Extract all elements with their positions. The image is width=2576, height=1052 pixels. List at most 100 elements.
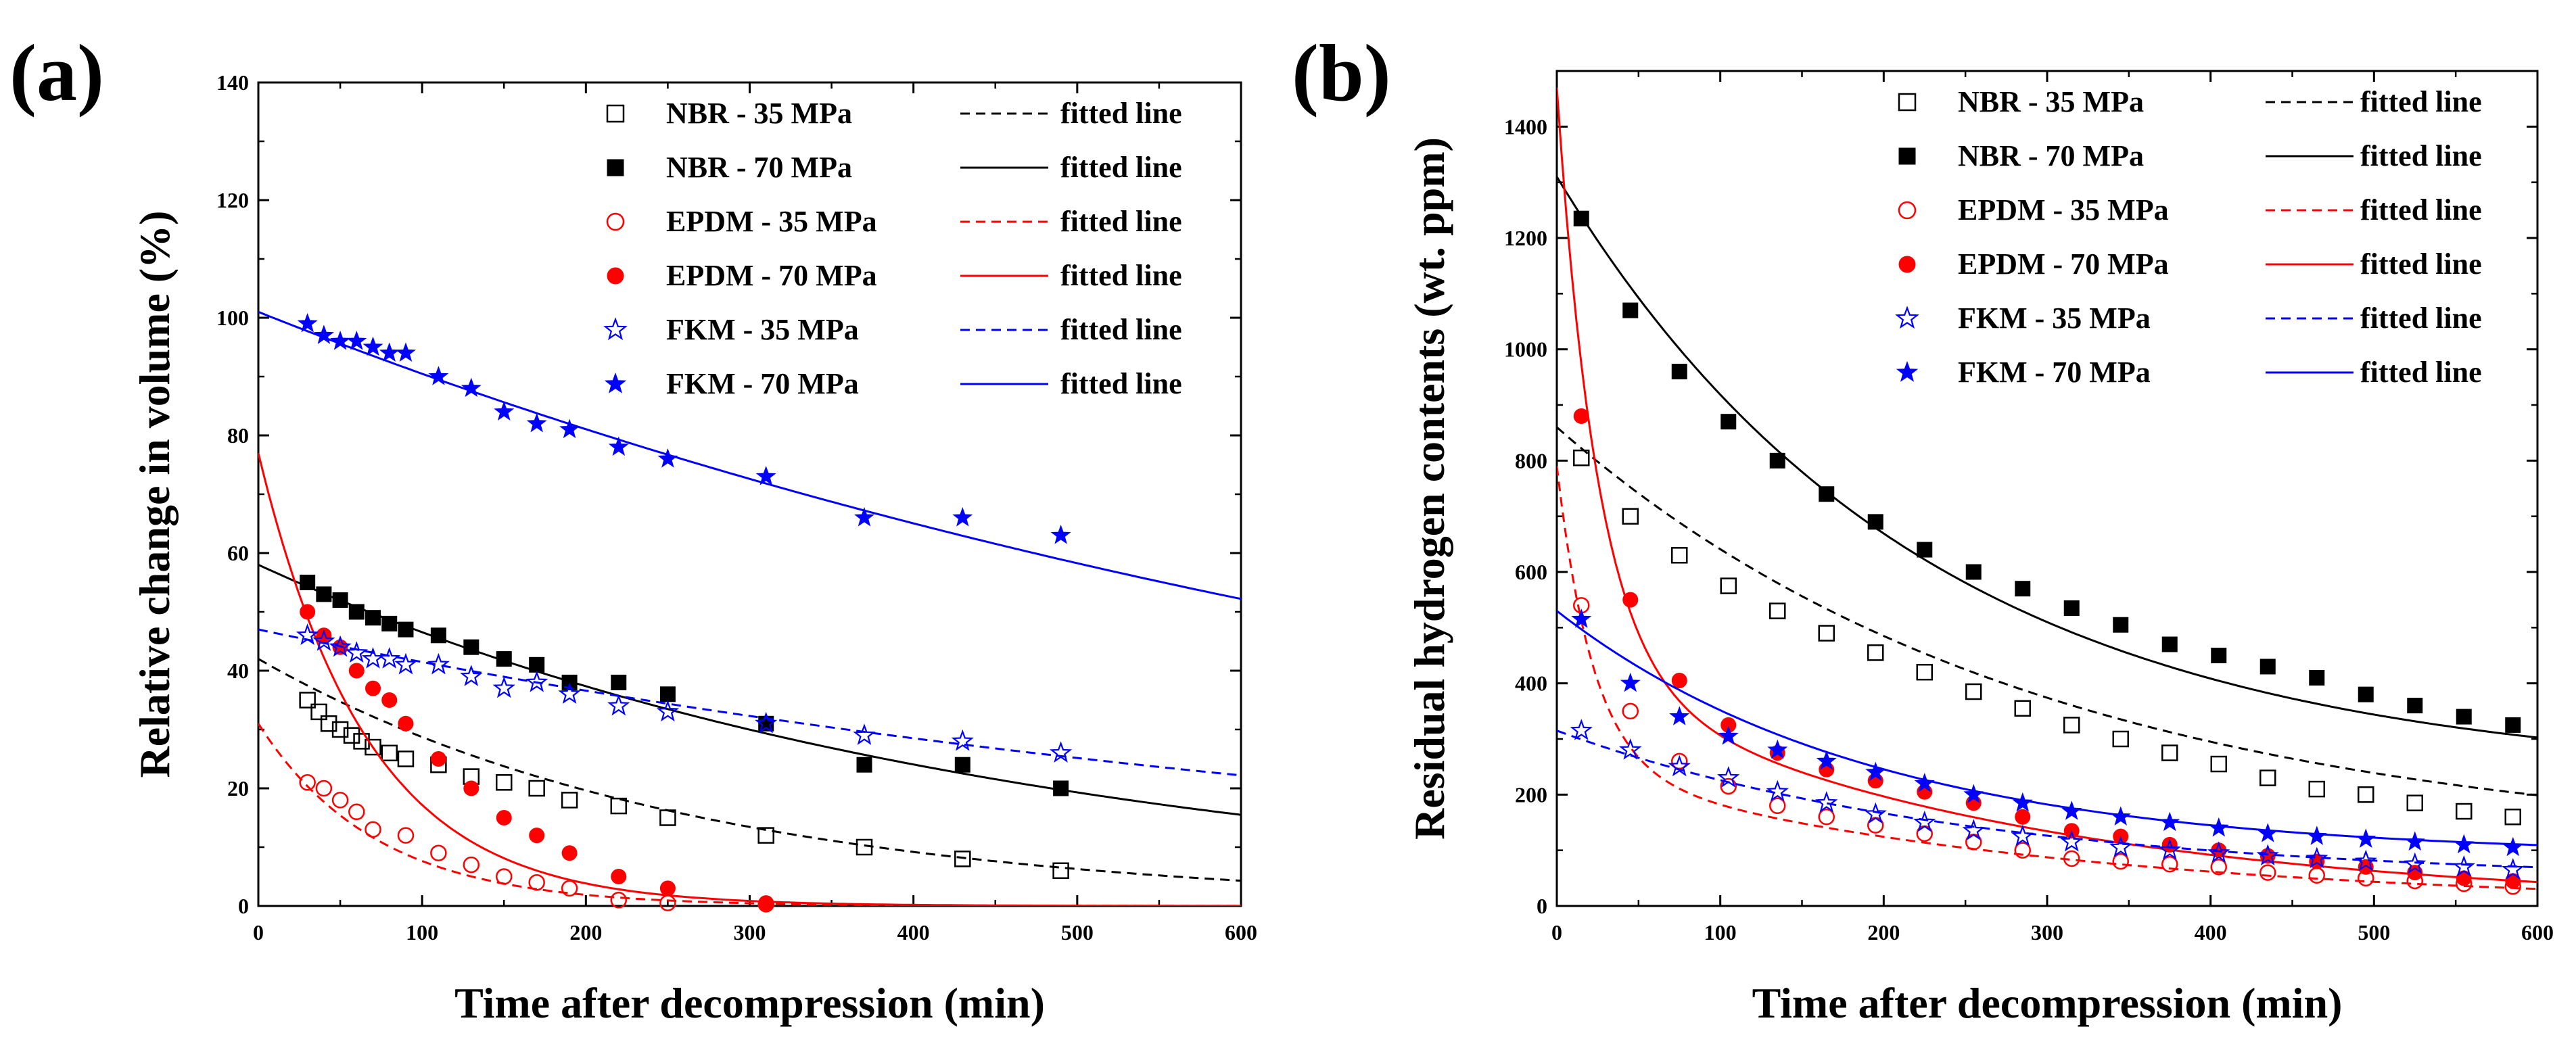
data-point [2257, 823, 2278, 842]
y-tick-label: 40 [227, 659, 249, 683]
x-tick-label: 500 [2358, 920, 2390, 945]
data-point [1769, 452, 1785, 469]
y-tick-label: 600 [1515, 560, 1547, 584]
fitted-line [258, 658, 1241, 882]
legend-label: FKM - 70 MPa [666, 367, 859, 400]
x-tick-label: 200 [569, 920, 602, 945]
data-point [428, 366, 449, 385]
data-point [2113, 617, 2129, 633]
data-point [394, 652, 417, 675]
panel-a-label: (a) [9, 28, 104, 118]
data-point [611, 869, 627, 884]
data-point [2305, 846, 2328, 869]
y-tick-label: 800 [1515, 448, 1547, 473]
data-point [2308, 867, 2325, 884]
panel-a-series-fkm-70-mpa [258, 310, 1241, 600]
data-point [525, 670, 548, 692]
data-point [398, 621, 414, 638]
data-point [2407, 698, 2423, 714]
data-point [1671, 547, 1688, 564]
data-point [2014, 842, 2031, 859]
data-point [331, 792, 349, 809]
fitted-line [1557, 176, 2537, 739]
y-tick-label: 100 [216, 306, 249, 330]
panel-b-series-nbr-70-mpa [1557, 176, 2537, 739]
data-point [659, 686, 676, 702]
data-point [331, 721, 349, 738]
data-point [2211, 648, 2227, 663]
legend-fit-label: fitted line [1060, 151, 1182, 184]
data-point [397, 827, 415, 844]
data-point [2505, 717, 2521, 733]
legend-fit-label: fitted line [2360, 356, 2482, 389]
legend-label: NBR - 35 MPa [666, 97, 852, 130]
data-point [1720, 577, 1737, 594]
data-point [558, 682, 581, 704]
data-point [379, 342, 400, 362]
data-point [2109, 836, 2132, 857]
data-point [1720, 414, 1737, 430]
data-point [2110, 806, 2131, 826]
data-point [528, 780, 545, 797]
legend-fit-label: fitted line [1060, 205, 1182, 238]
legend-fit-label: fitted line [1060, 259, 1182, 292]
data-point [2358, 686, 2374, 702]
legend-marker [606, 104, 625, 123]
data-point [1913, 810, 1936, 832]
panel-a-series-nbr-35-mpa [258, 658, 1241, 882]
data-point [1573, 449, 1590, 467]
y-tick-label: 120 [216, 188, 249, 212]
data-point [1818, 809, 1835, 826]
data-point [378, 647, 401, 669]
data-point [2015, 581, 2031, 597]
data-point [1622, 508, 1639, 525]
panel-a-series-fkm-35-mpa [258, 623, 1241, 777]
panel-b-label: (b) [1292, 28, 1391, 118]
data-point [2452, 855, 2475, 877]
data-point [1717, 766, 1740, 788]
fitted-line [258, 310, 1241, 600]
legend-marker [1896, 360, 1919, 382]
data-point [1049, 741, 1073, 763]
legend-marker [1898, 201, 1917, 220]
y-tick-label: 140 [216, 70, 249, 95]
data-point [854, 507, 874, 527]
legend-marker [1898, 93, 1917, 112]
data-point [381, 615, 398, 631]
data-point [1718, 725, 1739, 745]
y-tick-label: 20 [227, 776, 249, 800]
data-point [1815, 791, 1838, 813]
legend-label: EPDM - 35 MPa [666, 205, 877, 238]
legend-label: NBR - 35 MPa [1958, 85, 2144, 118]
legend-label: NBR - 70 MPa [1958, 139, 2144, 172]
data-point [1963, 784, 1984, 804]
legend-label: NBR - 70 MPa [666, 151, 852, 184]
legend-marker [606, 212, 625, 231]
data-point [348, 663, 365, 679]
data-point [1622, 302, 1639, 318]
x-tick-label: 100 [1704, 920, 1737, 945]
data-point [496, 810, 512, 826]
data-point [2063, 717, 2080, 734]
data-point [365, 738, 381, 756]
fitted-line [258, 564, 1241, 816]
data-point [300, 604, 316, 620]
data-point [2063, 600, 2080, 617]
legend-marker [607, 159, 624, 176]
data-point [561, 845, 578, 861]
data-point [2308, 780, 2325, 798]
legend-marker [603, 317, 628, 341]
data-point [427, 652, 450, 675]
panel-a-y-axis: 0 20 40 60 80 100 120 140 [216, 70, 1241, 918]
data-point [561, 792, 578, 809]
fitted-line [258, 628, 1241, 777]
data-point [2306, 826, 2327, 845]
data-point [954, 851, 971, 867]
data-point [2259, 769, 2276, 786]
data-point [2208, 817, 2229, 837]
data-point [1864, 802, 1887, 824]
panel-a-series-epdm-70-mpa [258, 452, 1241, 911]
legend-label: FKM - 35 MPa [666, 313, 859, 346]
data-point [365, 821, 381, 838]
